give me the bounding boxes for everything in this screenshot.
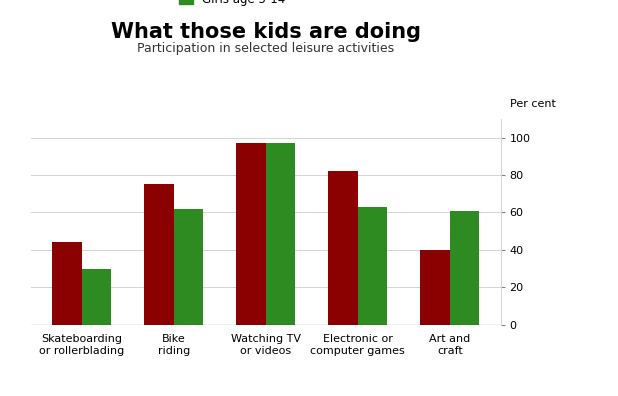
Bar <box>82 268 111 325</box>
Bar <box>328 171 358 325</box>
Text: Per cent: Per cent <box>510 99 556 109</box>
Text: What those kids are doing: What those kids are doing <box>111 22 421 42</box>
Text: Participation in selected leisure activities: Participation in selected leisure activi… <box>137 42 394 55</box>
Legend: Boys age 5-14, Girls age 5-14: Boys age 5-14, Girls age 5-14 <box>179 0 287 6</box>
Bar <box>450 211 479 325</box>
Bar <box>174 209 203 325</box>
Bar <box>236 143 266 325</box>
Bar <box>53 242 82 325</box>
Bar <box>358 207 387 325</box>
Bar <box>420 250 450 325</box>
Bar <box>144 184 174 325</box>
Bar <box>266 143 295 325</box>
